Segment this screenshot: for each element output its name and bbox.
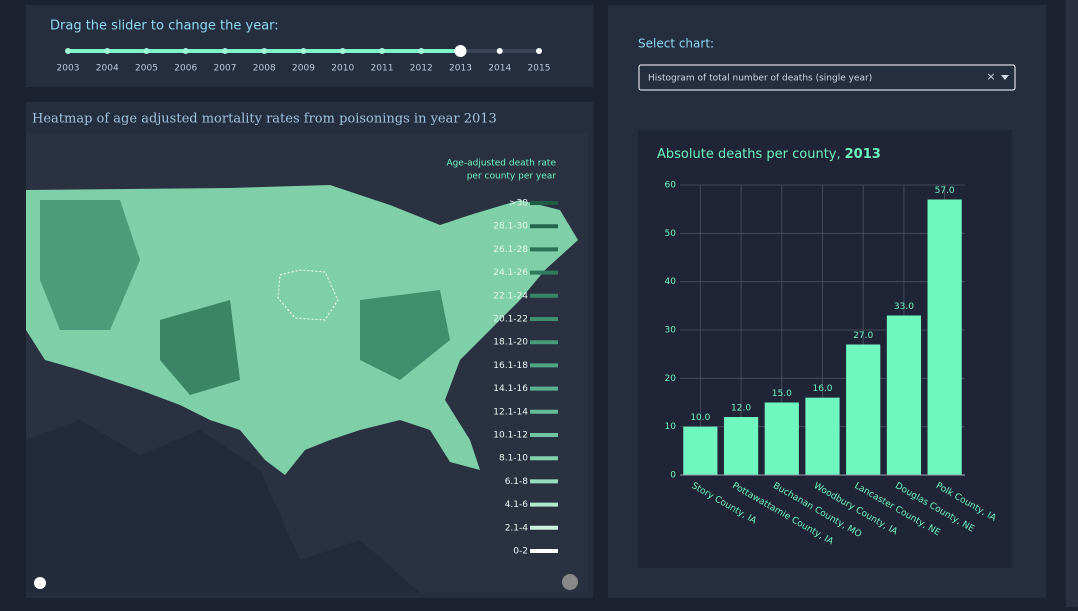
- legend-label: 24.1-26: [493, 268, 528, 278]
- logo[interactable]: [34, 577, 46, 589]
- slider-year-label[interactable]: 2009: [292, 64, 315, 74]
- bar: [805, 397, 840, 475]
- slider-year-label[interactable]: 2006: [174, 64, 197, 74]
- legend-label: 8.1-10: [499, 454, 528, 464]
- y-tick-label: 50: [665, 229, 677, 239]
- slider[interactable]: 2003 2004 2005 2006 2007 2008 2009 2010 2011 2012…: [57, 45, 551, 74]
- slider-year-label[interactable]: 2008: [253, 64, 276, 74]
- legend-label: 4.1-6: [505, 500, 529, 510]
- slider-dot[interactable]: [182, 48, 189, 54]
- scrollbar: [1066, 0, 1078, 607]
- bar: [683, 426, 718, 475]
- legend-label: 14.1-16: [493, 384, 528, 394]
- slider-year-label[interactable]: 2007: [214, 64, 237, 74]
- value-label: 27.0: [853, 331, 873, 341]
- legend-label: 18.1-20: [493, 338, 528, 348]
- slider-dot[interactable]: [496, 48, 503, 54]
- bar: [846, 344, 881, 475]
- legend-title: Age-adjusted death rate: [446, 159, 556, 169]
- dropdown-arrow[interactable]: [1001, 75, 1009, 80]
- dropdown-clear[interactable]: ×: [986, 70, 995, 83]
- slider-dot[interactable]: [261, 48, 268, 54]
- value-label: 33.0: [894, 302, 914, 312]
- legend-label: 16.1-18: [493, 361, 528, 371]
- y-tick-label: 60: [665, 181, 677, 191]
- slider-year-label[interactable]: 2012: [410, 64, 433, 74]
- legend-label: 12.1-14: [493, 407, 528, 417]
- bar: [723, 417, 759, 475]
- slider-year-label[interactable]: 2015: [528, 64, 551, 74]
- slider-handle[interactable]: [454, 45, 467, 57]
- slider-dot[interactable]: [339, 48, 346, 54]
- selected-state[interactable]: [277, 269, 339, 321]
- bar: [886, 315, 922, 475]
- slider-year-label[interactable]: 2005: [135, 64, 158, 74]
- value-label: 12.0: [731, 404, 751, 414]
- slider-dot[interactable]: [300, 48, 307, 54]
- slider-label: Drag the slider to change the year:: [50, 19, 279, 34]
- dropdown[interactable]: [638, 64, 1016, 91]
- legend-label: 2.1-4: [505, 523, 529, 533]
- legend-label: 28.1-30: [493, 222, 528, 232]
- legend-label: 22.1-24: [493, 291, 528, 301]
- slider-year-label[interactable]: 2013: [449, 64, 472, 74]
- legend-title: per county per year: [467, 172, 557, 182]
- y-tick-label: 10: [665, 422, 677, 432]
- y-tick-label: 40: [665, 277, 677, 287]
- slider-dot[interactable]: [379, 48, 385, 54]
- info-icon[interactable]: [562, 574, 578, 590]
- legend-label: 0-2: [513, 547, 528, 557]
- legend-label: 10.1-12: [493, 431, 528, 441]
- y-tick-label: 20: [665, 374, 677, 384]
- slider-dot[interactable]: [143, 48, 150, 54]
- value-label: 16.0: [812, 384, 832, 394]
- value-label: 15.0: [772, 389, 792, 399]
- slider-year-label[interactable]: 2004: [96, 64, 119, 74]
- slider-year-label[interactable]: 2014: [488, 64, 511, 74]
- chart-title-text: Absolute deaths per county,: [657, 147, 841, 162]
- chart-title: Absolute deaths per county, 2013: [657, 147, 881, 162]
- slider-dot[interactable]: [418, 48, 425, 54]
- dropdown-label: Select chart:: [638, 37, 714, 51]
- value-label: 10.0: [690, 413, 710, 423]
- legend-label: >30: [509, 199, 528, 209]
- slider-panel: [26, 5, 593, 87]
- legend-label: 6.1-8: [505, 477, 529, 487]
- legend-label: 26.1-28: [493, 245, 528, 255]
- ocean-land: [26, 420, 420, 593]
- slider-dot[interactable]: [222, 48, 228, 54]
- y-tick-label: 30: [665, 326, 677, 336]
- map-title: Heatmap of age adjusted mortality rates …: [32, 112, 497, 127]
- dropdown-value: Histogram of total number of deaths (sin…: [648, 74, 872, 84]
- southwest-region: [160, 300, 240, 395]
- slider-year-label[interactable]: 2003: [57, 64, 80, 74]
- west-region: [40, 200, 140, 330]
- y-tick-label: 0: [670, 471, 676, 481]
- map: Age-adjusted death rate per county per ye…: [26, 133, 588, 593]
- slider-dot[interactable]: [536, 48, 542, 54]
- slider-year-label[interactable]: 2011: [371, 64, 394, 74]
- us-counties: [26, 185, 578, 475]
- slider-dot[interactable]: [104, 48, 111, 54]
- legend-label: 20.1-22: [493, 315, 528, 325]
- bar: [927, 199, 962, 475]
- slider-dot[interactable]: [65, 48, 71, 54]
- appalachia-region: [360, 290, 450, 380]
- value-label: 57.0: [935, 186, 955, 196]
- chart-title-year: 2013: [845, 147, 881, 162]
- slider-year-label[interactable]: 2010: [331, 64, 354, 74]
- bar: [764, 402, 799, 475]
